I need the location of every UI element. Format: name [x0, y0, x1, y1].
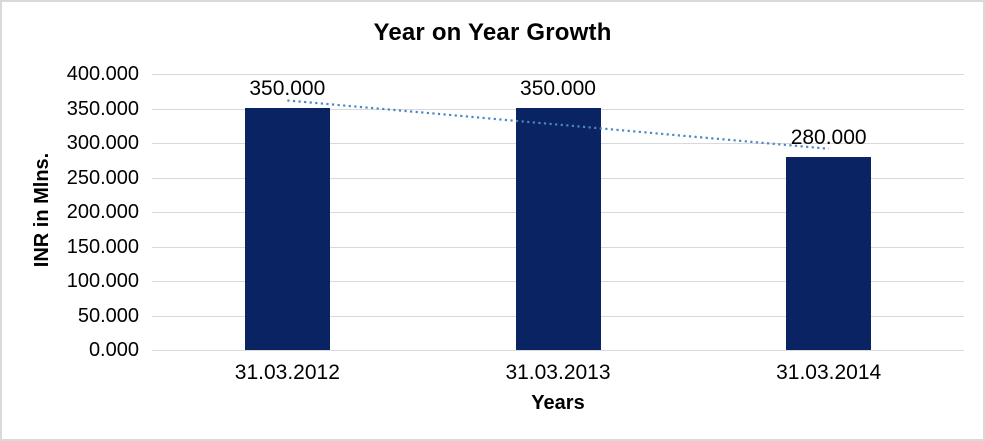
y-tick-label: 200.000: [66, 201, 139, 223]
y-axis-tick-labels: 400.000 350.000 300.000 250.000 200.000 150.0…: [2, 2, 139, 439]
data-label: 350.000: [520, 77, 596, 100]
gridline: [152, 74, 964, 75]
chart-title: Year on Year Growth: [373, 19, 612, 46]
data-label: 280.000: [790, 126, 867, 149]
y-tick-label: 150.000: [66, 235, 139, 258]
y-tick-label: 350.000: [66, 97, 139, 120]
plot-area: 350.000 350.000 280.000: [152, 74, 964, 351]
bar-31.03.2013: [515, 108, 601, 350]
x-tick-label: 31.03.2014: [776, 361, 882, 384]
y-tick-label: 400.000: [66, 63, 139, 85]
y-tick-label: 100.000: [66, 270, 139, 292]
y-tick-label: 50.000: [77, 304, 139, 327]
x-tick-label: 31.03.2013: [505, 361, 611, 384]
bar-31.03.2014: [786, 157, 872, 350]
y-tick-label: 250.000: [66, 166, 139, 189]
x-axis-title: Years: [531, 392, 585, 414]
trendline-path: [287, 99, 829, 150]
y-tick-label: 300.000: [66, 132, 139, 154]
x-tick-label: 31.03.2012: [234, 361, 340, 384]
gridline: [152, 350, 964, 351]
data-label: 350.000: [249, 77, 326, 100]
trendline: [287, 99, 829, 150]
y-tick-label: 0.000: [88, 339, 139, 361]
bar-31.03.2012: [244, 108, 330, 350]
